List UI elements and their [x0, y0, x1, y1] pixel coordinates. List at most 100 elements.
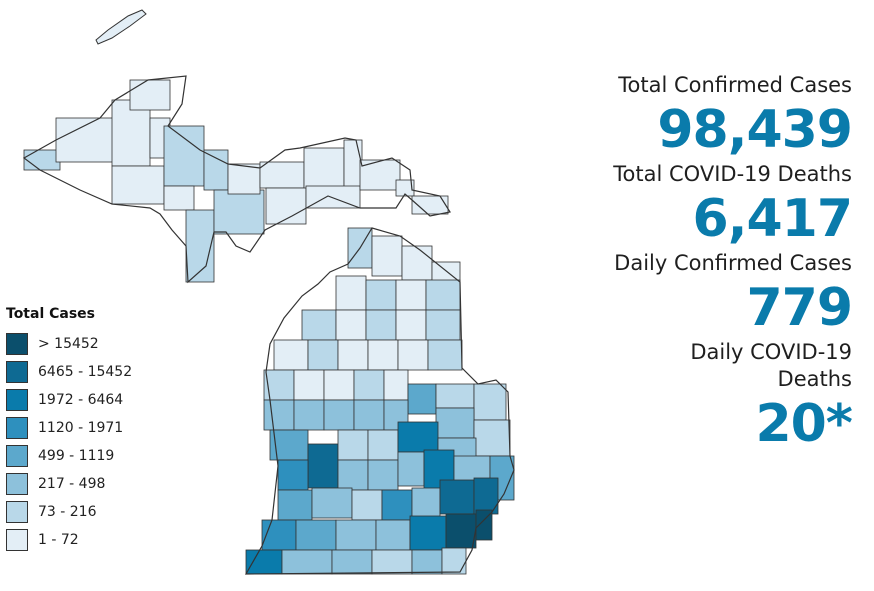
- legend-label: 6465 - 15452: [38, 364, 133, 380]
- county[interactable]: [425, 309, 461, 341]
- county[interactable]: [259, 161, 305, 189]
- county[interactable]: [337, 429, 369, 461]
- county[interactable]: [185, 209, 215, 283]
- county[interactable]: [427, 339, 463, 371]
- county[interactable]: [23, 149, 61, 171]
- legend-item: 1972 - 6464: [6, 386, 156, 414]
- county[interactable]: [277, 489, 313, 521]
- county[interactable]: [273, 339, 309, 371]
- county[interactable]: [395, 309, 427, 341]
- legend-label: 217 - 498: [38, 476, 106, 492]
- county[interactable]: [163, 125, 205, 187]
- county[interactable]: [203, 149, 229, 191]
- county[interactable]: [227, 163, 261, 195]
- county[interactable]: [323, 399, 355, 431]
- county[interactable]: [337, 459, 369, 491]
- county[interactable]: [337, 339, 369, 371]
- county[interactable]: [129, 79, 171, 111]
- county[interactable]: [293, 399, 325, 431]
- legend-label: 1 - 72: [38, 532, 79, 548]
- county[interactable]: [303, 147, 345, 191]
- county[interactable]: [343, 139, 363, 189]
- county[interactable]: [367, 459, 399, 491]
- legend-swatch: [6, 473, 28, 495]
- county[interactable]: [269, 429, 309, 461]
- county[interactable]: [435, 383, 475, 409]
- county[interactable]: [301, 309, 337, 341]
- county[interactable]: [323, 369, 355, 401]
- county[interactable]: [307, 339, 339, 371]
- stat-value: 6,417: [692, 189, 853, 249]
- county[interactable]: [409, 515, 447, 551]
- county[interactable]: [371, 549, 413, 575]
- upper-peninsula-outline: [22, 75, 451, 284]
- county[interactable]: [473, 419, 511, 457]
- legend-item: > 15452: [6, 330, 156, 358]
- county[interactable]: [381, 489, 413, 521]
- county[interactable]: [245, 549, 283, 575]
- county[interactable]: [371, 235, 403, 277]
- legend-label: 1120 - 1971: [38, 420, 124, 436]
- county[interactable]: [395, 179, 415, 197]
- county[interactable]: [441, 547, 467, 575]
- lower-peninsula-outline: [244, 227, 515, 575]
- legend-item: 1120 - 1971: [6, 414, 156, 442]
- county[interactable]: [163, 185, 195, 211]
- county[interactable]: [445, 513, 477, 549]
- legend-item: 1 - 72: [6, 526, 156, 554]
- county[interactable]: [293, 369, 325, 401]
- isle-royale[interactable]: [95, 9, 147, 45]
- county[interactable]: [335, 275, 367, 311]
- county[interactable]: [213, 189, 265, 235]
- county[interactable]: [411, 549, 443, 575]
- stat-label: Daily Confirmed Cases: [614, 251, 852, 275]
- stat-daily-cases: Daily Confirmed Cases 779: [612, 250, 853, 339]
- county[interactable]: [411, 487, 441, 519]
- county[interactable]: [295, 519, 337, 551]
- county[interactable]: [353, 369, 385, 401]
- legend-title: Total Cases: [6, 306, 96, 322]
- legend-swatch: [6, 501, 28, 523]
- stats-panel: Total Confirmed Cases 98,439 Total COVID…: [612, 72, 853, 455]
- stat-label: Total Confirmed Cases: [618, 73, 852, 97]
- county[interactable]: [397, 421, 439, 453]
- county[interactable]: [435, 407, 475, 439]
- county[interactable]: [307, 443, 339, 489]
- legend-label: > 15452: [38, 336, 99, 352]
- county[interactable]: [335, 519, 377, 551]
- county[interactable]: [353, 399, 385, 431]
- legend-swatch: [6, 333, 28, 355]
- legend-item: 73 - 216: [6, 498, 156, 526]
- county[interactable]: [367, 429, 399, 461]
- county[interactable]: [311, 487, 353, 519]
- county[interactable]: [397, 451, 425, 487]
- legend-label: 499 - 1119: [38, 448, 115, 464]
- county[interactable]: [365, 279, 397, 311]
- county[interactable]: [335, 309, 367, 341]
- county[interactable]: [331, 549, 373, 575]
- county[interactable]: [351, 489, 383, 521]
- county[interactable]: [261, 519, 297, 551]
- county[interactable]: [367, 339, 399, 371]
- county[interactable]: [277, 459, 309, 491]
- county[interactable]: [281, 549, 333, 575]
- county[interactable]: [263, 369, 295, 401]
- county[interactable]: [265, 187, 307, 225]
- county[interactable]: [425, 279, 461, 311]
- county[interactable]: [111, 165, 165, 205]
- county[interactable]: [473, 383, 507, 421]
- county[interactable]: [383, 369, 409, 401]
- county[interactable]: [397, 339, 429, 371]
- county[interactable]: [263, 399, 295, 431]
- county[interactable]: [439, 479, 475, 515]
- legend-swatch: [6, 361, 28, 383]
- legend: Total Cases > 15452 6465 - 15452 1972 - 64…: [6, 306, 156, 554]
- county[interactable]: [407, 383, 437, 415]
- stat-value: 98,439: [657, 100, 853, 160]
- county[interactable]: [365, 309, 397, 341]
- county[interactable]: [401, 245, 433, 281]
- county[interactable]: [475, 509, 493, 541]
- county[interactable]: [375, 519, 411, 551]
- county[interactable]: [395, 279, 427, 311]
- county[interactable]: [411, 195, 449, 215]
